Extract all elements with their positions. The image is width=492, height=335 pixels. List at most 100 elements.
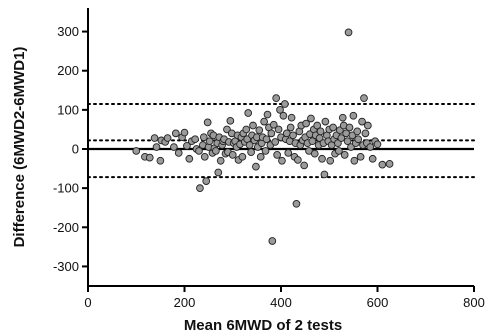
data-point — [203, 118, 212, 127]
data-point — [183, 142, 191, 150]
data-point — [174, 149, 183, 157]
data-point — [284, 149, 293, 157]
y-tick-label: -100 — [53, 181, 79, 196]
x-tick-label: 800 — [463, 295, 485, 310]
data-point — [244, 109, 253, 117]
data-point — [200, 152, 209, 161]
data-point — [360, 94, 368, 102]
data-point — [202, 177, 211, 185]
data-point — [212, 147, 220, 155]
data-point — [267, 129, 276, 138]
data-point — [308, 137, 317, 146]
data-point — [321, 117, 330, 126]
data-point — [249, 121, 257, 130]
data-point — [361, 129, 370, 138]
data-point — [378, 160, 387, 169]
data-point — [171, 129, 180, 138]
x-axis-title: Mean 6MWD of 2 tests — [184, 317, 342, 334]
data-point — [256, 152, 265, 161]
data-point — [356, 152, 365, 161]
data-point — [353, 127, 362, 136]
data-point — [338, 113, 347, 122]
data-point — [310, 149, 319, 158]
data-point — [263, 110, 272, 119]
data-point — [156, 156, 165, 165]
data-point — [199, 133, 208, 142]
data-point — [180, 128, 189, 137]
data-point — [226, 116, 235, 125]
data-point — [274, 125, 283, 134]
data-point — [228, 151, 237, 159]
data-point — [316, 127, 325, 136]
data-point — [354, 135, 363, 144]
data-point — [276, 106, 284, 114]
data-point — [150, 134, 159, 142]
data-point — [132, 147, 141, 155]
data-point — [185, 154, 194, 163]
data-point — [337, 134, 346, 142]
data-point — [326, 156, 335, 165]
y-tick-label: 200 — [57, 63, 79, 78]
data-point — [364, 121, 372, 130]
data-point — [214, 168, 223, 177]
data-point — [242, 125, 251, 134]
data-point — [238, 152, 247, 161]
data-point — [196, 184, 204, 192]
data-point — [205, 137, 214, 146]
data-point — [272, 94, 281, 102]
data-point — [261, 147, 270, 155]
data-point — [268, 237, 277, 245]
y-tick-label: -300 — [53, 259, 79, 274]
y-tick-label: 100 — [57, 102, 79, 117]
data-point — [344, 28, 353, 37]
x-tick-label: 400 — [270, 295, 292, 310]
data-point — [300, 161, 309, 170]
data-point — [292, 199, 301, 208]
data-point — [358, 117, 366, 126]
data-point — [269, 120, 278, 129]
data-point — [350, 156, 359, 165]
data-point — [340, 151, 349, 159]
y-axis-title: Difference (6MWD2-6MWD1) — [11, 47, 28, 248]
data-point — [287, 113, 296, 122]
data-point — [313, 121, 322, 130]
data-point — [385, 160, 394, 168]
data-point — [262, 135, 271, 144]
x-tick-label: 0 — [84, 295, 91, 310]
data-point — [302, 119, 310, 128]
data-point — [279, 111, 288, 120]
data-point — [349, 111, 358, 120]
data-point — [278, 156, 286, 165]
data-point — [252, 162, 260, 171]
x-tick-label: 600 — [367, 295, 389, 310]
data-point — [318, 154, 326, 163]
data-point — [216, 156, 225, 165]
data-point — [152, 143, 161, 151]
data-point — [320, 170, 329, 179]
x-tick-label: 200 — [174, 295, 196, 310]
data-point — [373, 140, 382, 149]
y-tick-label: -200 — [53, 220, 79, 235]
data-point — [247, 148, 255, 156]
data-point — [245, 141, 254, 149]
data-point — [255, 126, 264, 135]
data-point — [366, 143, 375, 151]
data-point — [289, 131, 297, 140]
data-point — [271, 138, 280, 146]
data-point — [170, 143, 178, 151]
data-point — [273, 151, 281, 159]
data-point — [307, 114, 315, 123]
data-point — [345, 123, 354, 132]
data-point — [145, 153, 154, 162]
y-tick-label: 300 — [57, 24, 79, 39]
data-point — [329, 123, 337, 132]
data-point — [294, 156, 302, 164]
y-tick-label: 0 — [72, 142, 79, 157]
data-point — [195, 147, 203, 155]
data-point — [335, 147, 343, 155]
data-point — [191, 135, 199, 144]
data-point — [286, 123, 295, 132]
data-point — [163, 134, 172, 142]
data-point — [281, 100, 289, 108]
